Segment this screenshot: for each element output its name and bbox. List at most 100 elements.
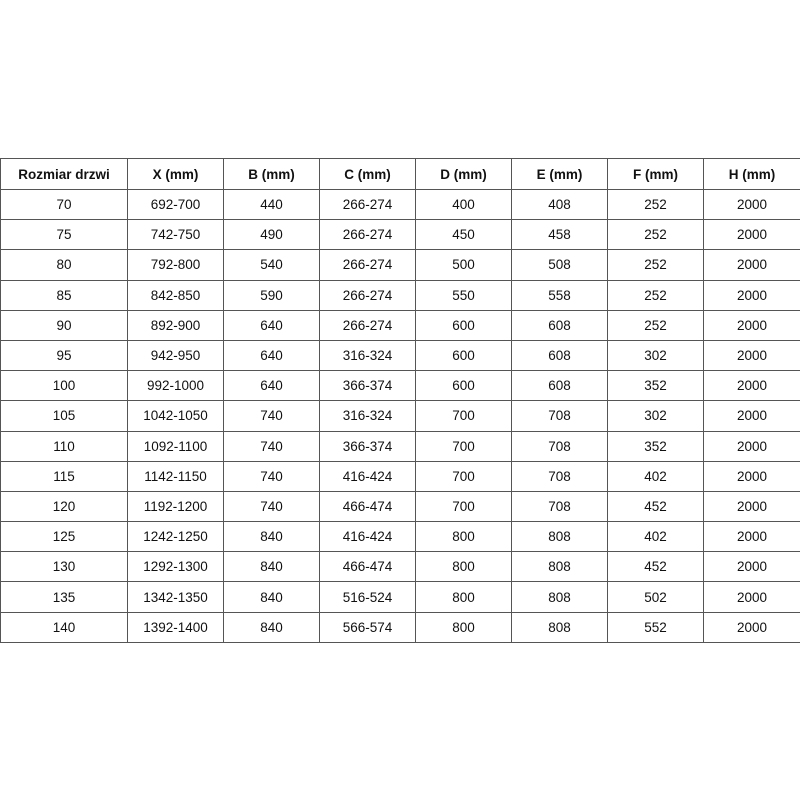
table-cell: 590	[223, 279, 320, 311]
table-cell: 708	[511, 400, 608, 432]
table-cell: 120	[0, 490, 128, 523]
column-header: Rozmiar drzwi	[0, 158, 128, 190]
table-row: 80 792-800 540 266-274 500 508 252 2000	[0, 249, 800, 281]
table-cell: 490	[223, 219, 320, 251]
table-cell: 366-374	[319, 370, 416, 402]
table-cell: 2000	[703, 581, 800, 613]
table-row: 100 992-1000 640 366-374 600 608 352 2000	[0, 370, 800, 402]
table-cell: 115	[0, 460, 128, 492]
table-row: 70 692-700 440 266-274 400 408 252 2000	[0, 188, 800, 221]
table-cell: 1092-1100	[127, 430, 224, 462]
table-cell: 640	[223, 309, 320, 341]
table-cell: 502	[607, 581, 704, 613]
table-cell: 125	[0, 521, 128, 553]
table-cell: 740	[223, 430, 320, 462]
table-cell: 1392-1400	[127, 611, 224, 643]
table-cell: 942-950	[127, 339, 224, 372]
table-cell: 742-750	[127, 219, 224, 251]
table-row: 105 1042-1050 740 316-324 700 708 302 2000	[0, 400, 800, 432]
table-cell: 740	[223, 460, 320, 492]
table-cell: 550	[415, 279, 512, 311]
table-cell: 352	[607, 430, 704, 462]
table-cell: 266-274	[319, 219, 416, 251]
table-row: 95 942-950 640 316-324 600 608 302 2000	[0, 339, 800, 372]
table-cell: 842-850	[127, 279, 224, 311]
table-cell: 708	[511, 460, 608, 492]
column-header: X (mm)	[127, 158, 224, 190]
table-cell: 608	[511, 309, 608, 341]
table-cell: 1192-1200	[127, 490, 224, 523]
table-cell: 90	[0, 309, 128, 341]
table-cell: 266-274	[319, 309, 416, 341]
table-cell: 352	[607, 370, 704, 402]
table-cell: 252	[607, 188, 704, 221]
table-cell: 2000	[703, 219, 800, 251]
table-cell: 70	[0, 188, 128, 221]
table-cell: 2000	[703, 188, 800, 221]
table-cell: 992-1000	[127, 370, 224, 402]
table-cell: 700	[415, 400, 512, 432]
table-cell: 2000	[703, 521, 800, 553]
table-cell: 316-324	[319, 400, 416, 432]
door-size-table: Rozmiar drzwi X (mm) B (mm) C (mm) D (mm) E (…	[0, 158, 800, 643]
table-cell: 2000	[703, 370, 800, 402]
table-cell: 266-274	[319, 279, 416, 311]
table-cell: 252	[607, 279, 704, 311]
table-cell: 408	[511, 188, 608, 221]
table-cell: 366-374	[319, 430, 416, 462]
table-cell: 105	[0, 400, 128, 432]
table-cell: 452	[607, 551, 704, 583]
table-cell: 266-274	[319, 188, 416, 221]
table-cell: 2000	[703, 400, 800, 432]
table-row: 130 1292-1300 840 466-474 800 808 452 2000	[0, 551, 800, 583]
table-cell: 95	[0, 339, 128, 372]
table-cell: 440	[223, 188, 320, 221]
table-row: 75 742-750 490 266-274 450 458 252 2000	[0, 219, 800, 251]
table-cell: 840	[223, 551, 320, 583]
table-cell: 458	[511, 219, 608, 251]
table-cell: 316-324	[319, 339, 416, 372]
table-cell: 708	[511, 430, 608, 462]
table-cell: 700	[415, 490, 512, 523]
table-cell: 808	[511, 551, 608, 583]
table-cell: 416-424	[319, 460, 416, 492]
table-cell: 2000	[703, 430, 800, 462]
table-cell: 2000	[703, 460, 800, 492]
table-cell: 808	[511, 611, 608, 643]
table-cell: 740	[223, 400, 320, 432]
table-cell: 740	[223, 490, 320, 523]
column-header: D (mm)	[415, 158, 512, 190]
table-row: 135 1342-1350 840 516-524 800 808 502 2000	[0, 581, 800, 613]
table-cell: 252	[607, 219, 704, 251]
table-cell: 540	[223, 249, 320, 281]
table-cell: 302	[607, 339, 704, 372]
table-cell: 600	[415, 339, 512, 372]
table-cell: 2000	[703, 279, 800, 311]
table-cell: 566-574	[319, 611, 416, 643]
table-cell: 85	[0, 279, 128, 311]
column-header: F (mm)	[607, 158, 704, 190]
table-cell: 402	[607, 521, 704, 553]
column-header: C (mm)	[319, 158, 416, 190]
table-cell: 1292-1300	[127, 551, 224, 583]
column-header: E (mm)	[511, 158, 608, 190]
table-cell: 608	[511, 370, 608, 402]
table-header-row: Rozmiar drzwi X (mm) B (mm) C (mm) D (mm) E (…	[0, 158, 800, 190]
table-cell: 800	[415, 581, 512, 613]
table-cell: 2000	[703, 339, 800, 372]
table-cell: 2000	[703, 611, 800, 643]
table-cell: 840	[223, 581, 320, 613]
table-cell: 1142-1150	[127, 460, 224, 492]
table-cell: 416-424	[319, 521, 416, 553]
table-cell: 2000	[703, 249, 800, 281]
column-header: B (mm)	[223, 158, 320, 190]
table-cell: 110	[0, 430, 128, 462]
table-cell: 792-800	[127, 249, 224, 281]
table-cell: 692-700	[127, 188, 224, 221]
table-row: 110 1092-1100 740 366-374 700 708 352 2000	[0, 430, 800, 462]
table-cell: 700	[415, 430, 512, 462]
table-cell: 400	[415, 188, 512, 221]
table-cell: 130	[0, 551, 128, 583]
table-cell: 1042-1050	[127, 400, 224, 432]
table-row: 115 1142-1150 740 416-424 700 708 402 2000	[0, 460, 800, 492]
